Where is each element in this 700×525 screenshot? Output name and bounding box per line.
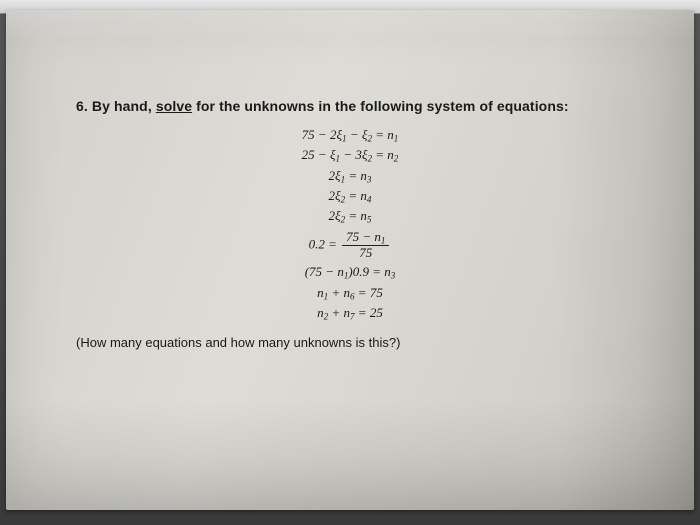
eq6-fraction: 75 − n1 75 (342, 230, 389, 261)
footer-question: (How many equations and how many unknown… (76, 335, 624, 350)
eq6-den: 75 (342, 246, 389, 260)
problem-number: 6. (76, 98, 88, 114)
equation-9: n2 + n7 = 25 (76, 306, 624, 321)
eq6-lhs: 0.2 = (309, 236, 337, 251)
equation-1: 75 − 2ξ1 − ξ2 = n1 (76, 128, 624, 143)
problem-head-pre: By hand, (92, 98, 156, 114)
equation-8: n1 + n6 = 75 (76, 286, 624, 301)
problem-heading: 6. By hand, solve for the unknowns in th… (76, 98, 624, 114)
eq6-num: 75 − n1 (342, 230, 389, 246)
paper-shadow-bottom (6, 400, 694, 510)
equation-2: 25 − ξ1 − 3ξ2 = n2 (76, 148, 624, 163)
document-page: 6. By hand, solve for the unknowns in th… (6, 10, 694, 510)
equation-7: (75 − n1)0.9 = n3 (76, 265, 624, 280)
problem-head-verb: solve (156, 98, 192, 114)
paper-highlight (6, 10, 694, 40)
screenshot-frame: 6. By hand, solve for the unknowns in th… (0, 0, 700, 525)
equation-4: 2ξ2 = n4 (76, 189, 624, 204)
equation-block: 75 − 2ξ1 − ξ2 = n1 25 − ξ1 − 3ξ2 = n2 2ξ… (76, 128, 624, 321)
equation-5: 2ξ2 = n5 (76, 209, 624, 224)
equation-3: 2ξ1 = n3 (76, 169, 624, 184)
problem-head-post: for the unknowns in the following system… (192, 98, 569, 114)
equation-6: 0.2 = 75 − n1 75 (76, 230, 624, 261)
